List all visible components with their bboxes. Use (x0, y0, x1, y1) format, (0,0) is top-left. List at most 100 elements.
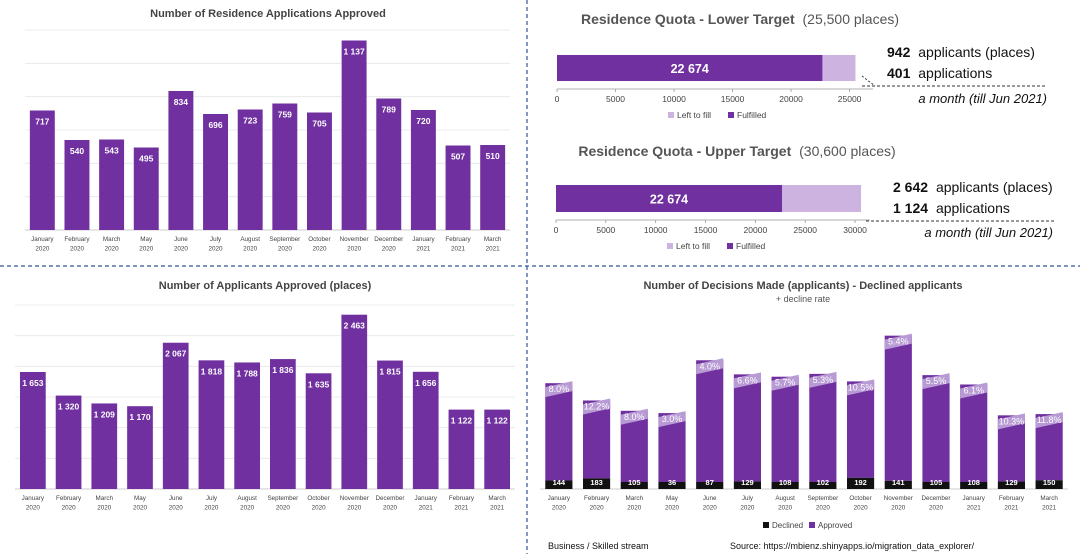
chart4-bar-label: 1 653 (22, 378, 44, 388)
chart1-x-label: June 2020 (174, 236, 189, 253)
quota-upper-tick-label: 5000 (596, 225, 615, 235)
chart5-decline-rate-band (997, 413, 1026, 430)
chart5-x-label: May 2020 (665, 495, 680, 512)
chart1-x-label: November 2020 (340, 236, 369, 253)
chart1-bar-label: 543 (105, 146, 119, 156)
chart5-decline-rate: 11.8% (1037, 415, 1062, 425)
chart1-bar-label: 696 (208, 120, 222, 130)
chart4-bar (162, 342, 189, 489)
chart1-x-label: January 2020 (31, 236, 54, 253)
quota-upper-legend-fulfilled: Fulfilled (736, 241, 766, 251)
quota-lower-title-extra: (25,500 places) (803, 11, 900, 27)
chart5-decline-rate-band (1035, 412, 1063, 429)
chart4-x-label: March 2021 (488, 495, 506, 512)
chart1-x-label: March 2020 (103, 236, 121, 253)
chart4-bar-label: 2 067 (165, 349, 187, 359)
chart5-declined-label: 144 (553, 478, 566, 487)
chart5-subtitle: + decline rate (776, 294, 830, 304)
chart4-bar (127, 406, 153, 489)
quota-upper-applications: 1 124 applications (893, 200, 1010, 216)
chart5-decline-rate: 4.0% (699, 361, 720, 371)
chart4-bar-label: 1 209 (94, 409, 116, 419)
chart4-title: Number of Applicants Approved (places) (159, 280, 372, 292)
chart5-declined-bar (922, 482, 950, 489)
chart1-bar-label: 789 (382, 105, 396, 115)
residence-applications-chart: 717 540 543 495 834 696 723 759 705 1 137 789 720 50… (25, 29, 510, 253)
chart4-x-label: August 2020 (237, 495, 257, 512)
quota-lower-fulfilled-bar (557, 55, 823, 81)
chart5-decline-rate: 8.0% (624, 412, 645, 422)
chart4-bar (484, 409, 510, 489)
chart5-decline-rate: 5.7% (775, 378, 796, 388)
chart5-declined-bar (997, 481, 1026, 489)
quota-lower-tick-label: 25000 (838, 94, 862, 104)
chart4-bar-label: 1 788 (237, 368, 259, 378)
chart5-decline-rate: 5.4% (888, 337, 909, 347)
chart4-bar-label: 1 122 (487, 416, 509, 426)
chart5-declined-bar (582, 478, 611, 489)
chart4-x-label: July 2020 (204, 495, 219, 512)
chart1-bar (341, 40, 367, 230)
chart5-approved-bar (696, 360, 724, 482)
chart5-declined-label: 36 (668, 478, 676, 487)
quota-upper-legend-swatch-fulfilled (727, 243, 733, 249)
chart5-legend-swatch-approved (809, 522, 815, 528)
chart5-declined-bar (960, 482, 988, 489)
chart5-decline-rate-band (809, 371, 837, 388)
quota-upper-period: a month (till Jun 2021) (924, 225, 1053, 240)
chart5-x-label: July 2020 (740, 495, 755, 512)
chart1-bar-label: 705 (312, 119, 326, 129)
chart1-bar-label: 510 (486, 151, 500, 161)
chart5-legend-swatch-declined (763, 522, 769, 528)
quota-upper-legend-left: Left to fill (676, 241, 710, 251)
chart5-decline-rate: 8.0% (549, 384, 570, 394)
chart4-bar (234, 362, 260, 489)
chart5-x-label: January 2020 (548, 495, 571, 512)
chart5-x-label: August 2020 (775, 495, 795, 512)
chart4-bar-label: 1 320 (58, 402, 80, 412)
chart1-bar (64, 140, 90, 230)
chart1-bar-label: 720 (416, 116, 430, 126)
chart4-bar-label: 1 122 (451, 416, 473, 426)
chart5-x-label: February 2020 (584, 495, 610, 512)
chart4-x-label: December 2020 (375, 495, 404, 512)
chart1-bar-label: 507 (451, 152, 465, 162)
quota-upper-fulfilled-bar (556, 185, 783, 212)
chart5-decline-rate: 6.1% (963, 385, 984, 395)
quota-upper-tick-label: 20000 (744, 225, 768, 235)
quota-upper-chart: 22 674 0 5000 10000 15000 20000 25000 30000 Left… (554, 185, 870, 251)
chart5-decline-rate-band (696, 358, 724, 375)
quota-upper-legend-swatch-left (667, 243, 673, 249)
quota-lower-tick-label: 5000 (606, 94, 625, 104)
chart5-declined-label: 105 (930, 478, 943, 487)
chart5-declined-bar (884, 480, 912, 489)
quota-lower-applicants-text: applicants (places) (918, 44, 1035, 60)
chart4-x-label: February 2020 (56, 495, 82, 512)
chart5-x-label: October 2020 (849, 495, 871, 512)
chart1-bar (99, 139, 125, 230)
chart5-decline-rate-band (582, 398, 611, 415)
quota-lower-fulfilled-label: 22 674 (671, 62, 709, 76)
chart5-decline-rate-band (658, 411, 686, 428)
chart4-bar-label: 1 836 (272, 365, 294, 375)
chart5-x-label: February 2021 (999, 495, 1025, 512)
quota-lower-title-main: Residence Quota - Lower Target (581, 11, 795, 27)
chart1-bar (237, 109, 263, 230)
chart4-bar-label: 1 656 (415, 378, 437, 388)
chart5-declined-label: 87 (706, 478, 714, 487)
chart5-declined-bar (620, 482, 648, 489)
quota-upper-applicants: 2 642 applicants (places) (893, 179, 1053, 195)
chart5-declined-label: 192 (854, 478, 867, 487)
chart5-x-label: September 2020 (807, 495, 838, 512)
chart4-bar (91, 403, 118, 489)
chart4-x-label: January 2020 (22, 495, 45, 512)
chart1-bar-label: 495 (139, 154, 153, 164)
chart1-x-label: September 2020 (269, 236, 300, 253)
chart1-bar (410, 110, 436, 230)
chart5-decline-rate: 5.3% (813, 375, 834, 385)
quota-lower-applicants-value: 942 (887, 44, 911, 60)
chart5-x-label: November 2020 (884, 495, 913, 512)
chart1-x-label: December 2020 (374, 236, 403, 253)
chart5-declined-label: 108 (779, 478, 792, 487)
quota-upper-tick-label: 25000 (793, 225, 817, 235)
